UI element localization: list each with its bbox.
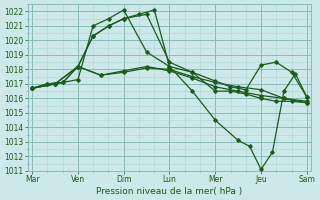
X-axis label: Pression niveau de la mer( hPa ): Pression niveau de la mer( hPa ) xyxy=(96,187,243,196)
